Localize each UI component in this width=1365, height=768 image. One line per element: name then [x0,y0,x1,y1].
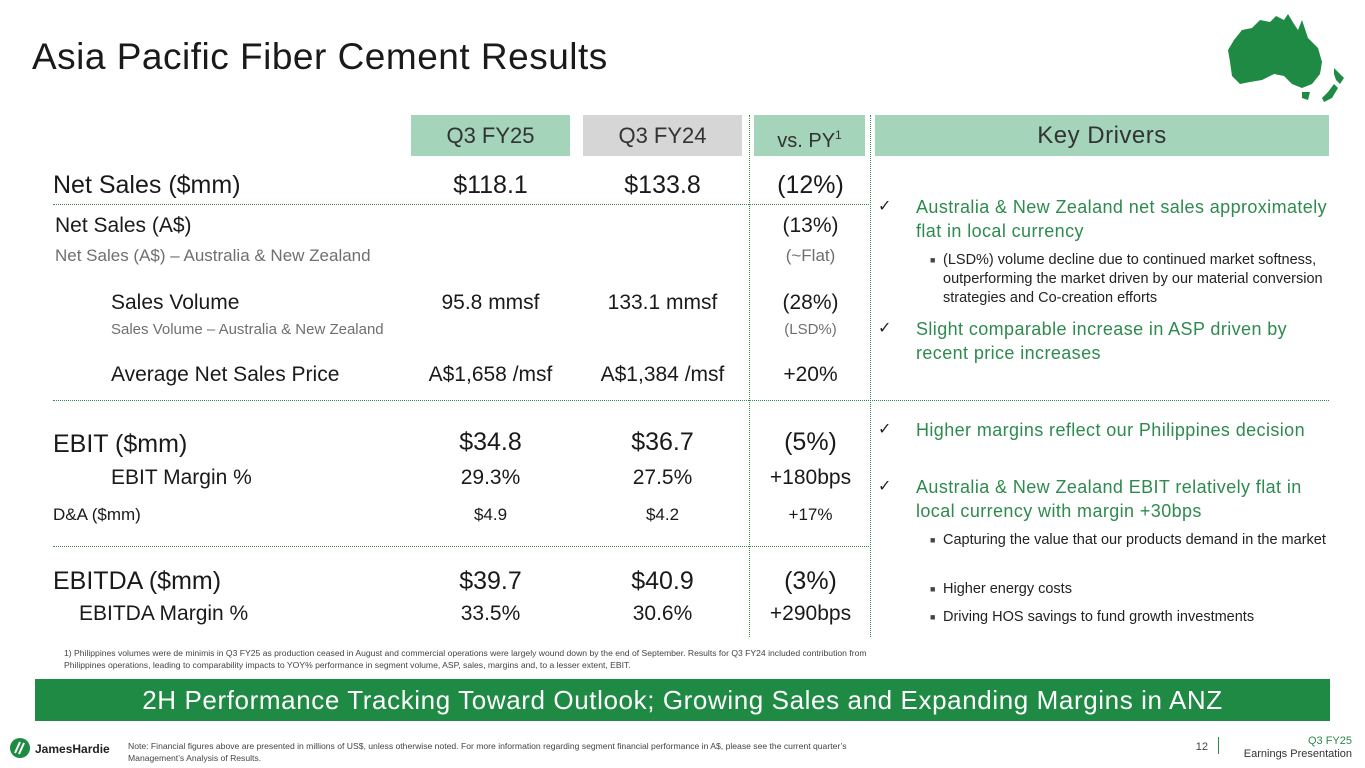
header-q3fy25: Q3 FY25 [411,115,570,156]
ebitda-q3fy25: $39.7 [459,567,522,595]
footer-note: Note: Financial figures above are presen… [128,741,847,763]
header-vs-py: vs. PY1 [754,115,865,156]
ebit-margin-q3fy24: 27.5% [632,466,693,489]
key-driver-1: ✓ Australia & New Zealand net sales appr… [878,197,1327,241]
footnote: 1) Philippines volumes were de minimis i… [64,648,867,670]
footnote-marker: 1 [835,128,842,142]
key-driver-1-sub-1: ■ (LSD%) volume decline due to continued… [930,252,1323,306]
james-hardie-logo: JamesHardie [10,738,110,758]
row-label-net-sales-anz: Net Sales (A$) – Australia & New Zealand [55,246,371,265]
checkmark-icon: ✓ [878,198,892,215]
square-bullet-icon: ■ [930,584,936,594]
key-driver-4-sub-3: ■ Driving HOS savings to fund growth inv… [930,609,1255,625]
ebitda-vs: (3%) [784,567,837,595]
row-label-net-sales: Net Sales ($mm) [53,171,241,199]
row-divider-2 [53,400,1329,401]
sales-volume-vs: (28%) [782,291,839,314]
key-driver-3: ✓ Higher margins reflect our Philippines… [878,420,1305,440]
net-sales-vs: (12%) [777,171,844,199]
net-sales-anz-vs: (~Flat) [785,246,836,265]
column-divider-left [749,115,750,637]
ebit-margin-vs: +180bps [769,466,852,489]
net-sales-q3fy24: $133.8 [624,171,701,199]
square-bullet-icon: ■ [930,255,936,265]
da-q3fy25: $4.9 [473,505,508,524]
summary-banner: 2H Performance Tracking Toward Outlook; … [35,679,1330,721]
row-label-sales-volume: Sales Volume [111,291,240,314]
key-driver-4: ✓ Australia & New Zealand EBIT relativel… [878,477,1302,521]
square-bullet-icon: ■ [930,535,936,545]
square-bullet-icon: ■ [930,612,936,622]
key-driver-2: ✓ Slight comparable increase in ASP driv… [878,319,1288,363]
header-q3fy24: Q3 FY24 [583,115,742,156]
sales-volume-q3fy25: 95.8 mmsf [441,291,540,314]
checkmark-icon: ✓ [878,320,892,337]
checkmark-icon: ✓ [878,478,892,495]
net-sales-q3fy25: $118.1 [453,171,528,199]
key-driver-4-sub-1: ■ Capturing the value that our products … [930,532,1326,548]
ebitda-q3fy24: $40.9 [631,567,694,595]
key-driver-4-sub-2: ■ Higher energy costs [930,581,1072,597]
row-label-ebit-margin: EBIT Margin % [111,466,252,489]
avg-price-q3fy25: A$1,658 /msf [428,363,553,386]
net-sales-aud-vs: (13%) [782,214,839,237]
row-label-ebitda-margin: EBITDA Margin % [79,602,249,625]
logo-wordmark: JamesHardie [35,742,110,756]
avg-price-vs: +20% [783,363,838,386]
ebitda-margin-q3fy25: 33.5% [460,602,521,625]
australia-map-icon [1228,14,1344,102]
row-divider-1 [53,204,871,205]
column-divider-right [870,115,871,637]
checkmark-icon: ✓ [878,421,892,438]
row-label-net-sales-aud: Net Sales (A$) [55,214,192,237]
row-label-sales-volume-anz: Sales Volume – Australia & New Zealand [111,321,384,338]
page-number: 12 [1195,741,1208,753]
sales-volume-q3fy24: 133.1 mmsf [607,291,718,314]
ebit-q3fy24: $36.7 [631,428,694,456]
header-key-drivers: Key Drivers [875,115,1329,156]
ebit-vs: (5%) [784,428,837,456]
row-divider-3 [53,546,871,547]
ebit-margin-q3fy25: 29.3% [460,466,521,489]
sales-volume-anz-vs: (LSD%) [784,321,837,338]
row-label-da: D&A ($mm) [53,505,141,524]
ebitda-margin-vs: +290bps [769,602,852,625]
row-label-avg-price: Average Net Sales Price [111,363,340,386]
ebit-q3fy25: $34.8 [459,428,522,456]
row-label-ebit: EBIT ($mm) [53,430,188,458]
ebitda-margin-q3fy24: 30.6% [632,602,693,625]
footer-divider [1218,737,1219,754]
footer-label: Q3 FY25 Earnings Presentation [1243,735,1352,760]
avg-price-q3fy24: A$1,384 /msf [600,363,725,386]
page-title: Asia Pacific Fiber Cement Results [32,36,608,77]
da-q3fy24: $4.2 [645,505,680,524]
row-label-ebitda: EBITDA ($mm) [53,567,222,595]
da-vs: +17% [788,505,833,524]
